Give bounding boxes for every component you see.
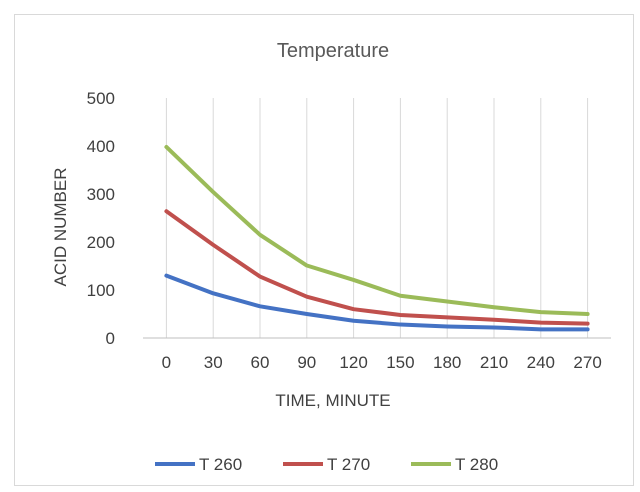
x-tick-labels: 0 30 60 90 120 150 180 210 240 270 — [162, 353, 602, 372]
x-tick-label: 60 — [251, 353, 270, 372]
y-tick-label: 500 — [87, 89, 115, 108]
y-tick-label: 0 — [106, 329, 115, 348]
x-tick-label: 210 — [480, 353, 508, 372]
series-line-t-280 — [164, 144, 590, 316]
chart-area: Temperature 0 100 200 300 400 500 0 30 60 90 120 1… — [14, 14, 634, 486]
series-line-t-270 — [164, 209, 590, 326]
y-tick-label: 400 — [87, 137, 115, 156]
line-chart: Temperature 0 100 200 300 400 500 0 30 60 90 120 1… — [51, 40, 611, 474]
x-tick-label: 0 — [162, 353, 171, 372]
y-tick-label: 100 — [87, 281, 115, 300]
legend-label: T 270 — [327, 455, 370, 474]
x-tick-label: 240 — [527, 353, 555, 372]
y-tick-labels: 0 100 200 300 400 500 — [87, 89, 115, 348]
x-tick-label: 30 — [204, 353, 223, 372]
gridlines — [165, 98, 589, 338]
legend-label: T 280 — [455, 455, 498, 474]
legend: T 260 T 270 T 280 — [155, 455, 498, 474]
y-tick-label: 300 — [87, 185, 115, 204]
y-axis-title: ACID NUMBER — [51, 167, 70, 286]
chart-title: Temperature — [277, 40, 389, 62]
x-tick-label: 180 — [433, 353, 461, 372]
x-axis-title: TIME, MINUTE — [275, 391, 390, 410]
x-tick-label: 270 — [573, 353, 601, 372]
series-lines — [164, 144, 590, 332]
series-line-t-260 — [164, 273, 590, 332]
legend-label: T 260 — [199, 455, 242, 474]
y-tick-label: 200 — [87, 233, 115, 252]
x-tick-label: 150 — [386, 353, 414, 372]
x-tick-label: 90 — [297, 353, 316, 372]
x-tick-label: 120 — [339, 353, 367, 372]
